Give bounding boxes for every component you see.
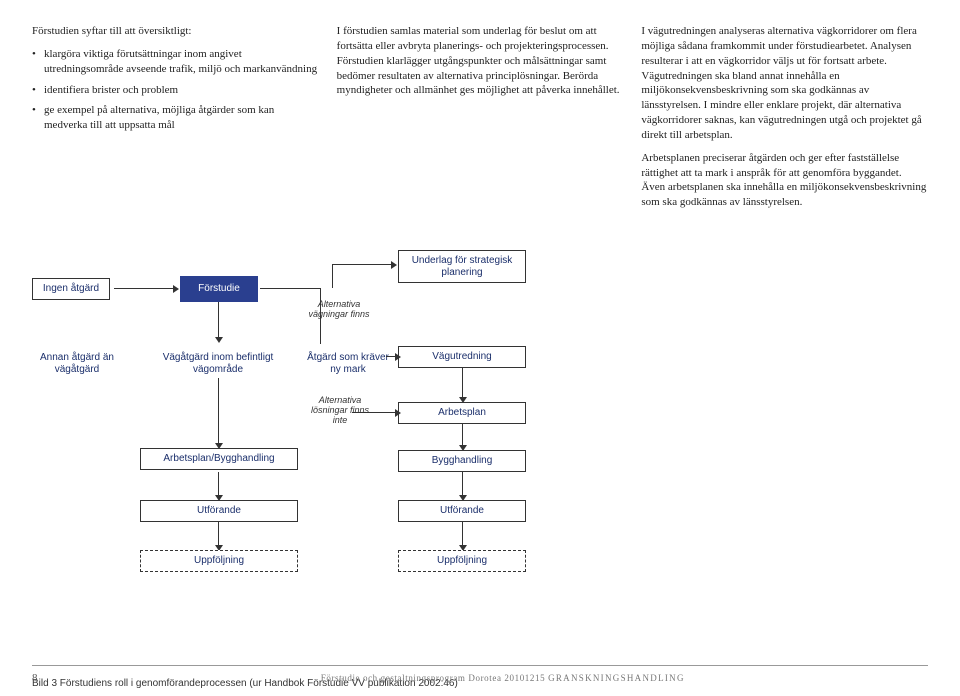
flowchart: Ingen åtgärd Förstudie Underlag för stra…: [32, 230, 592, 650]
node-arbetsplan: Arbetsplan: [398, 402, 526, 424]
label-alt-finns: Alternativa vägningar finns: [304, 300, 374, 320]
column-2: I förstudien samlas material som underla…: [337, 24, 624, 218]
diagram-side-spacer: [610, 230, 928, 650]
node-vagatgard-inom: Vägåtgärd inom befintligt vägområde: [160, 348, 276, 379]
node-utforande-right: Utförande: [398, 500, 526, 522]
col2-p1: I förstudien samlas material som underla…: [337, 24, 624, 98]
node-uppfoljning-right: Uppföljning: [398, 550, 526, 572]
node-atgard-kraver: Åtgärd som kräver ny mark: [300, 348, 396, 379]
node-ingen-atgard: Ingen åtgärd: [32, 278, 110, 300]
node-bygghandling: Bygghandling: [398, 450, 526, 472]
node-utforande-left: Utförande: [140, 500, 298, 522]
list-item: klargöra viktiga förutsättningar inom an…: [32, 47, 319, 77]
column-1: Förstudien syftar till att översiktligt:…: [32, 24, 319, 218]
col3-p2: Arbetsplanen preciserar åtgärden och ger…: [641, 151, 928, 210]
page-footer: 8 Förstudie och gestaltningsprogram Doro…: [32, 665, 928, 684]
footer-text-b: GRANSKNINGSHANDLING: [548, 673, 685, 683]
node-annan: Annan åtgärd än vägåtgärd: [32, 348, 122, 379]
label-alt-inte: Alternativa lösningar finns inte: [304, 396, 376, 426]
col1-intro: Förstudien syftar till att översiktligt:: [32, 24, 319, 39]
column-3: I vägutredningen analyseras alternativa …: [641, 24, 928, 218]
node-forstudie: Förstudie: [180, 276, 258, 302]
node-vagutredning: Vägutredning: [398, 346, 526, 368]
node-arbetsplan-bygg: Arbetsplan/Bygghandling: [140, 448, 298, 470]
list-item: ge exempel på alternativa, möjliga åtgär…: [32, 103, 319, 133]
col3-p1: I vägutredningen analyseras alternativa …: [641, 24, 928, 143]
footer-text-a: Förstudie och gestaltningsprogram Dorote…: [321, 673, 548, 683]
list-item: identifiera brister och problem: [32, 83, 319, 98]
node-underlag: Underlag för strategisk planering: [398, 250, 526, 283]
node-uppfoljning-left: Uppföljning: [140, 550, 298, 572]
footer-text: Förstudie och gestaltningsprogram Dorote…: [78, 673, 929, 683]
col1-bullets: klargöra viktiga förutsättningar inom an…: [32, 47, 319, 133]
page-number: 8: [32, 672, 38, 684]
